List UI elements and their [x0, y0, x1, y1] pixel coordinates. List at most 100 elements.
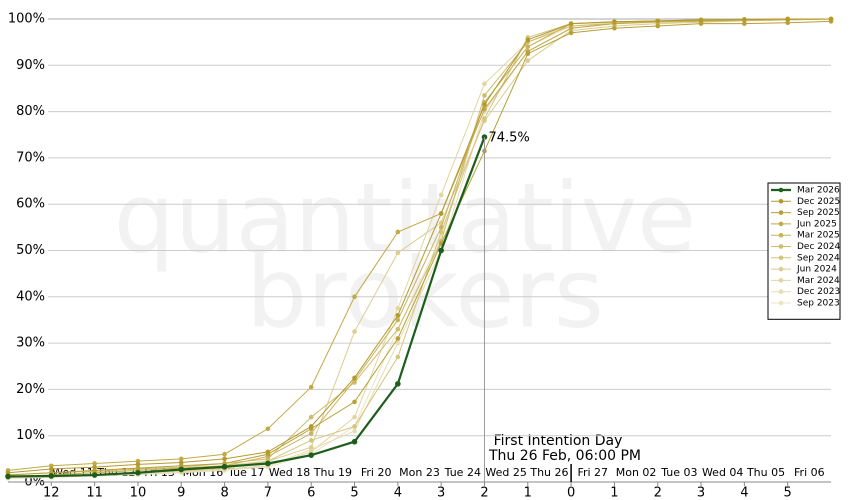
data-point [785, 16, 790, 22]
data-point [525, 44, 531, 50]
watermark: quantitative [114, 162, 696, 274]
data-point [352, 375, 357, 381]
date-tick-label: Wed 25 [485, 466, 526, 479]
data-point [352, 329, 357, 334]
data-point [178, 463, 184, 469]
data-point [395, 250, 401, 256]
x-tick-label: 4 [740, 486, 748, 500]
data-point [265, 426, 271, 432]
data-point [612, 25, 617, 31]
data-point [612, 19, 617, 25]
y-tick-label: 60% [16, 197, 45, 212]
x-tick-label: 9 [177, 486, 185, 500]
data-point [438, 211, 444, 216]
x-tick-label: 6 [307, 486, 315, 500]
date-tick-label: Tue 03 [660, 466, 697, 479]
data-point [395, 313, 401, 318]
data-point [135, 465, 141, 471]
legend-marker [778, 210, 784, 215]
data-point [655, 18, 661, 24]
data-point [352, 399, 357, 405]
data-point [308, 431, 314, 436]
data-point [308, 452, 315, 458]
legend-marker [778, 266, 784, 272]
data-point [308, 424, 314, 429]
data-point [352, 294, 357, 300]
y-tick-label: 50% [16, 243, 45, 258]
legend-box [767, 182, 841, 320]
y-tick-label: 10% [16, 428, 45, 443]
data-point [135, 462, 141, 467]
x-tick-label: 0 [567, 486, 575, 500]
data-point [438, 247, 444, 254]
data-point [352, 424, 357, 429]
data-point [178, 466, 185, 473]
data-point [482, 93, 487, 98]
y-tick-label: 40% [16, 289, 45, 304]
data-point [352, 428, 357, 434]
x-tick-label: 1 [610, 486, 618, 500]
date-tick-label: Wed 04 [702, 466, 743, 479]
legend-label: Jun 2025 [796, 219, 837, 229]
y-tick-label: 70% [16, 150, 45, 165]
data-point [395, 317, 401, 323]
date-tick-label: Fri 20 [361, 466, 392, 479]
legend-marker [778, 289, 784, 295]
y-tick-label: 30% [16, 336, 45, 351]
x-tick-label: 4 [394, 486, 402, 500]
legend-label: Dec 2024 [797, 242, 840, 252]
x-tick-label: 3 [697, 486, 705, 500]
data-point [265, 449, 271, 455]
data-point [742, 21, 747, 26]
legend-label: Sep 2025 [797, 208, 840, 218]
legend-label: Mar 2025 [797, 231, 840, 241]
data-point [351, 438, 358, 445]
date-tick-label: Thu 26 [529, 466, 568, 479]
legend-marker [778, 199, 784, 204]
data-point [91, 472, 98, 478]
data-point [308, 384, 314, 390]
legend-marker [778, 278, 784, 283]
x-tick-label: 8 [220, 486, 228, 500]
data-point [5, 473, 11, 480]
data-point [395, 336, 401, 341]
date-tick-label: Tue 24 [444, 466, 481, 479]
legend-label: Dec 2025 [797, 197, 840, 207]
legend-label: Sep 2023 [797, 299, 840, 309]
y-tick-label: 80% [16, 104, 45, 119]
data-point [265, 460, 271, 467]
data-point [568, 30, 574, 36]
data-point [395, 229, 401, 235]
data-point [49, 466, 54, 472]
data-point [48, 473, 55, 479]
legend-label: Dec 2023 [797, 287, 840, 297]
data-point [482, 102, 487, 107]
data-label: 74.5% [488, 131, 529, 146]
date-tick-label: Wed 18 [269, 466, 310, 479]
date-tick-label: Mon 02 [616, 466, 657, 479]
series-line [7, 18, 832, 476]
data-point [568, 21, 574, 26]
legend-marker [778, 187, 784, 193]
annotation: First Intention Day [494, 433, 623, 449]
data-point [5, 470, 11, 476]
data-point [482, 116, 487, 121]
data-point [178, 460, 184, 465]
legend-marker [778, 221, 784, 227]
y-tick-label: 100% [8, 12, 45, 27]
data-point [222, 451, 227, 457]
x-tick-label: 5 [350, 486, 358, 500]
annotation: Thu 26 Feb, 06:00 PM [488, 448, 641, 464]
data-point [698, 21, 704, 26]
legend-marker [778, 255, 784, 261]
data-point [92, 468, 97, 473]
series-line [7, 136, 486, 478]
data-point [828, 16, 834, 22]
x-tick-label: 1 [524, 486, 532, 500]
data-point [308, 438, 314, 443]
x-tick-label: 5 [784, 486, 792, 500]
data-point [395, 326, 401, 332]
data-point [482, 81, 487, 87]
data-point [92, 461, 97, 466]
